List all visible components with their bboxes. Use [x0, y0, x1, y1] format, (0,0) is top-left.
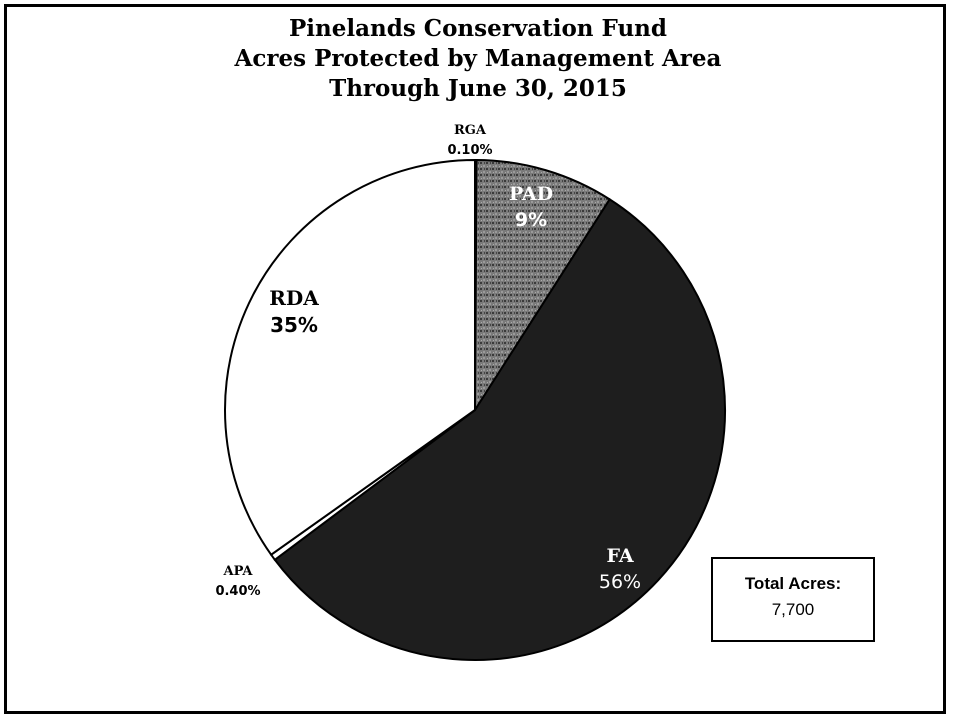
pie-slice-pad — [473, 158, 612, 414]
slice-percent-rga: 0.10% — [447, 143, 492, 158]
chart-subtitle-1: Acres Protected by Management Area — [234, 45, 722, 72]
slice-percent-fa: 56% — [599, 571, 641, 593]
slice-label-fa: FA — [606, 545, 633, 567]
total-acres-value: 7,700 — [771, 600, 815, 619]
slice-label-apa: APA — [222, 564, 253, 579]
slice-percent-pad: 9% — [515, 209, 547, 231]
total-acres-box: Total Acres: 7,700 — [711, 557, 875, 642]
slice-label-pad: PAD — [509, 183, 553, 205]
slice-percent-apa: 0.40% — [215, 584, 260, 599]
pie-slice-fa — [273, 197, 726, 661]
pie-labels: RGA 0.10% PAD 9% FA 56% APA 0.40% RDA 35% — [215, 123, 641, 599]
slice-label-rga: RGA — [454, 123, 487, 138]
pie-slice-rda — [224, 158, 476, 557]
pie-slices — [224, 158, 726, 661]
slice-percent-rda: 35% — [270, 313, 318, 337]
slice-label-rda: RDA — [269, 286, 319, 310]
chart-title: Pinelands Conservation Fund — [288, 15, 667, 42]
chart-title-block: Pinelands Conservation Fund Acres Protec… — [0, 14, 956, 104]
chart-subtitle-2: Through June 30, 2015 — [329, 75, 627, 102]
total-acres-label: Total Acres: — [744, 574, 842, 593]
